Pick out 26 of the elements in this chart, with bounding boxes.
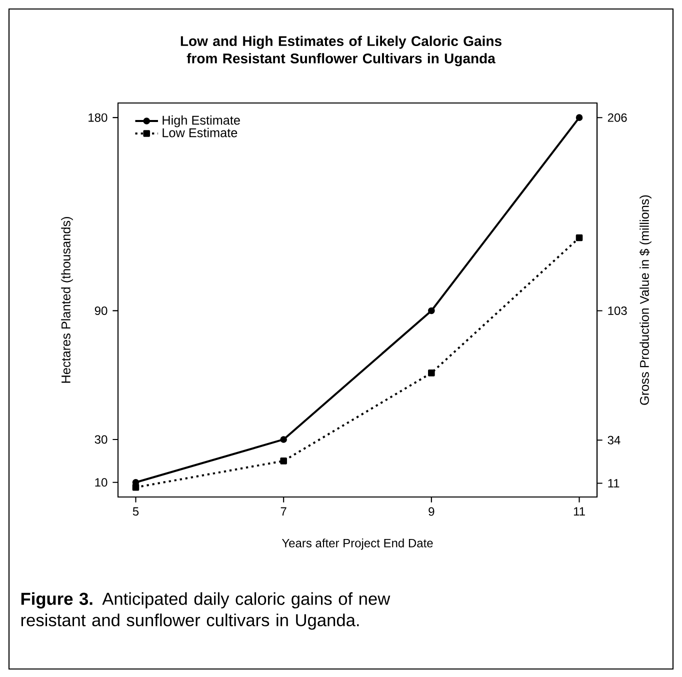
x-axis-title: Years after Project End Date [282, 538, 433, 550]
point [428, 307, 435, 314]
point [428, 370, 435, 376]
point [280, 458, 287, 464]
x-tick-label: 11 [574, 507, 585, 516]
x-tick-label: 9 [428, 507, 434, 516]
y-tick-label: 90 [94, 306, 108, 315]
text: Figure 3. Anticipated daily caloric gains of new resistant and sunflower cultivars in Uganda. [21, 592, 390, 630]
x-tick-label: 7 [280, 507, 286, 516]
point [576, 114, 583, 121]
y2-axis-title: Gross Production Value in $ (millions) [639, 195, 652, 405]
point [280, 436, 287, 443]
y-tick-label: 30 [94, 435, 108, 444]
point [576, 234, 583, 242]
y2-tick-label: 206 [608, 113, 627, 122]
y2-tick-label: 103 [608, 306, 627, 315]
y-tick-label: 180 [88, 113, 108, 122]
chart-title: Low and High Estimates of Likely Caloric Gains from Resistant Sunflower Cultivars in Uganda [180, 36, 502, 66]
x-tick-label: 5 [132, 507, 139, 516]
y2-tick-label: 11 [608, 479, 620, 488]
y-axis-title: Hectares Planted (thousands) [61, 217, 73, 383]
legend-label: High Estimate [162, 115, 240, 128]
legend-label: Low Estimate [162, 128, 238, 138]
y-tick-label: 10 [95, 478, 108, 487]
y2-tick-label: 34 [608, 436, 620, 444]
point [132, 484, 140, 491]
